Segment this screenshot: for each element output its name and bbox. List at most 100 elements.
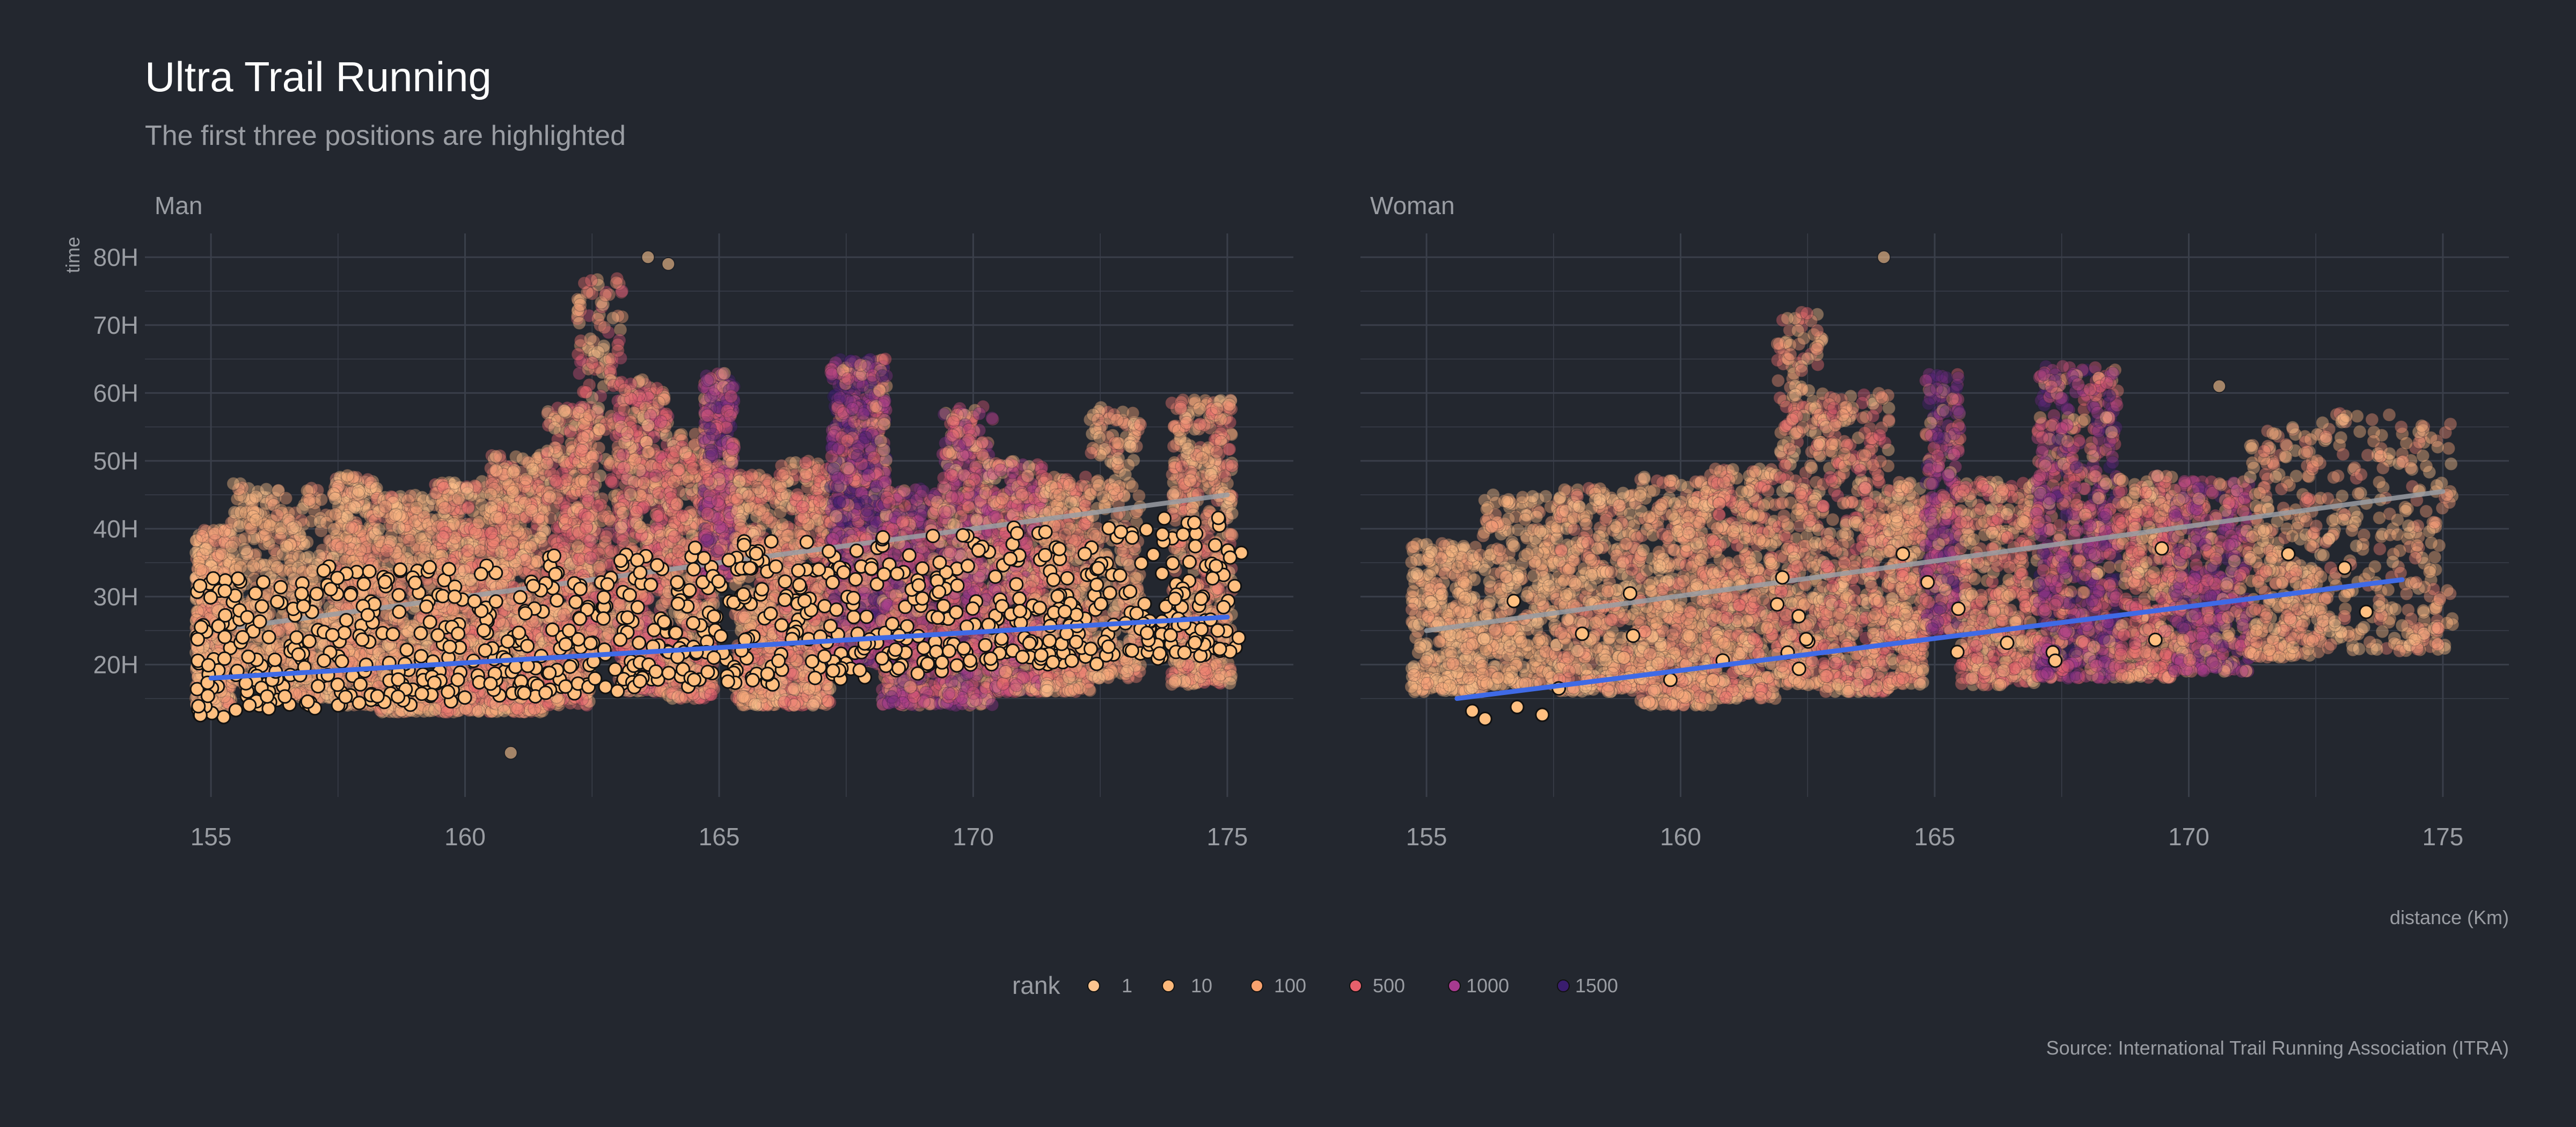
- data-point: [557, 608, 571, 622]
- data-point: [507, 518, 521, 532]
- data-point: [543, 489, 557, 504]
- data-point: [224, 539, 239, 554]
- data-point: [572, 552, 586, 567]
- data-point: [533, 531, 547, 545]
- data-point: [192, 528, 206, 543]
- data-point: [200, 554, 214, 568]
- data-point: [238, 542, 252, 557]
- data-point: [572, 316, 587, 330]
- data-point: [428, 702, 442, 716]
- data-point: [328, 507, 342, 522]
- data-point: [371, 522, 386, 537]
- data-point: [216, 524, 230, 539]
- data-point: [196, 562, 210, 576]
- chart-subtitle: The first three positions are highlighte…: [145, 120, 626, 151]
- data-point: [586, 459, 600, 473]
- x-tick-label: 175: [1207, 823, 1248, 851]
- data-point: [524, 503, 538, 518]
- panel-label: Man: [155, 192, 202, 219]
- y-tick-label: 40H: [93, 515, 138, 543]
- data-point: [216, 524, 230, 538]
- data-point: [196, 561, 210, 575]
- data-point: [246, 559, 260, 573]
- data-point: [197, 523, 211, 537]
- data-point: [194, 564, 209, 577]
- data-point: [216, 523, 231, 537]
- data-point: [472, 704, 486, 719]
- data-point: [611, 343, 625, 358]
- y-axis-title: time: [62, 237, 84, 273]
- data-point: [215, 531, 230, 545]
- data-point: [270, 508, 284, 522]
- data-point: [493, 511, 507, 525]
- data-point: [599, 529, 613, 544]
- data-point: [505, 536, 519, 550]
- data-point: [192, 553, 207, 567]
- data-point: [334, 540, 349, 554]
- data-point: [604, 474, 618, 489]
- data-point: [196, 528, 210, 542]
- data-point: [249, 513, 264, 528]
- data-point: [506, 485, 520, 499]
- data-point: [582, 408, 597, 422]
- x-tick-label: 165: [699, 823, 740, 851]
- data-point: [585, 356, 599, 370]
- data-point: [194, 537, 208, 552]
- data-point: [461, 544, 475, 558]
- data-point: [213, 696, 228, 709]
- data-point: [279, 539, 294, 554]
- data-point: [586, 623, 599, 638]
- data-point: [196, 539, 210, 554]
- data-point: [544, 511, 558, 525]
- data-point: [571, 540, 585, 554]
- data-point: [525, 462, 540, 477]
- data-point: [218, 524, 232, 538]
- data-points: [189, 250, 1239, 760]
- data-point: [211, 548, 225, 562]
- data-point: [409, 501, 424, 515]
- data-point: [579, 385, 593, 399]
- data-point: [609, 275, 624, 290]
- data-point: [219, 558, 233, 573]
- y-tick-label: 30H: [93, 583, 138, 611]
- data-point: [314, 493, 328, 507]
- data-point: [221, 554, 236, 568]
- data-point: [204, 636, 218, 651]
- data-point: [221, 688, 235, 702]
- data-point: [223, 691, 237, 705]
- x-tick-label: 155: [191, 823, 232, 851]
- data-point: [448, 476, 462, 490]
- data-point: [540, 456, 554, 471]
- data-point: [221, 690, 235, 704]
- data-point: [219, 523, 233, 537]
- data-point: [592, 422, 606, 437]
- data-point: [617, 461, 631, 475]
- data-point: [189, 552, 204, 566]
- data-point: [597, 320, 611, 334]
- data-point: [352, 484, 366, 498]
- x-tick-label: 160: [444, 823, 486, 851]
- data-point: [279, 491, 293, 506]
- data-point: [494, 545, 508, 559]
- data-point: [204, 532, 218, 546]
- data-point: [327, 522, 341, 536]
- data-point: [197, 601, 211, 614]
- data-point: [584, 273, 598, 288]
- data-point: [558, 404, 572, 418]
- data-point: [302, 493, 317, 507]
- data-point: [220, 692, 235, 707]
- data-point: [191, 562, 206, 576]
- data-point: [598, 288, 612, 302]
- data-point: [353, 543, 367, 557]
- data-point: [389, 508, 402, 522]
- data-point: [222, 692, 236, 706]
- data-point: [226, 477, 240, 491]
- data-point: [581, 511, 595, 525]
- data-point: [402, 533, 416, 548]
- data-point: [571, 347, 585, 362]
- data-point: [511, 702, 525, 716]
- data-point: [576, 430, 590, 445]
- caption: Source: International Trail Running Asso…: [2046, 1037, 2509, 1059]
